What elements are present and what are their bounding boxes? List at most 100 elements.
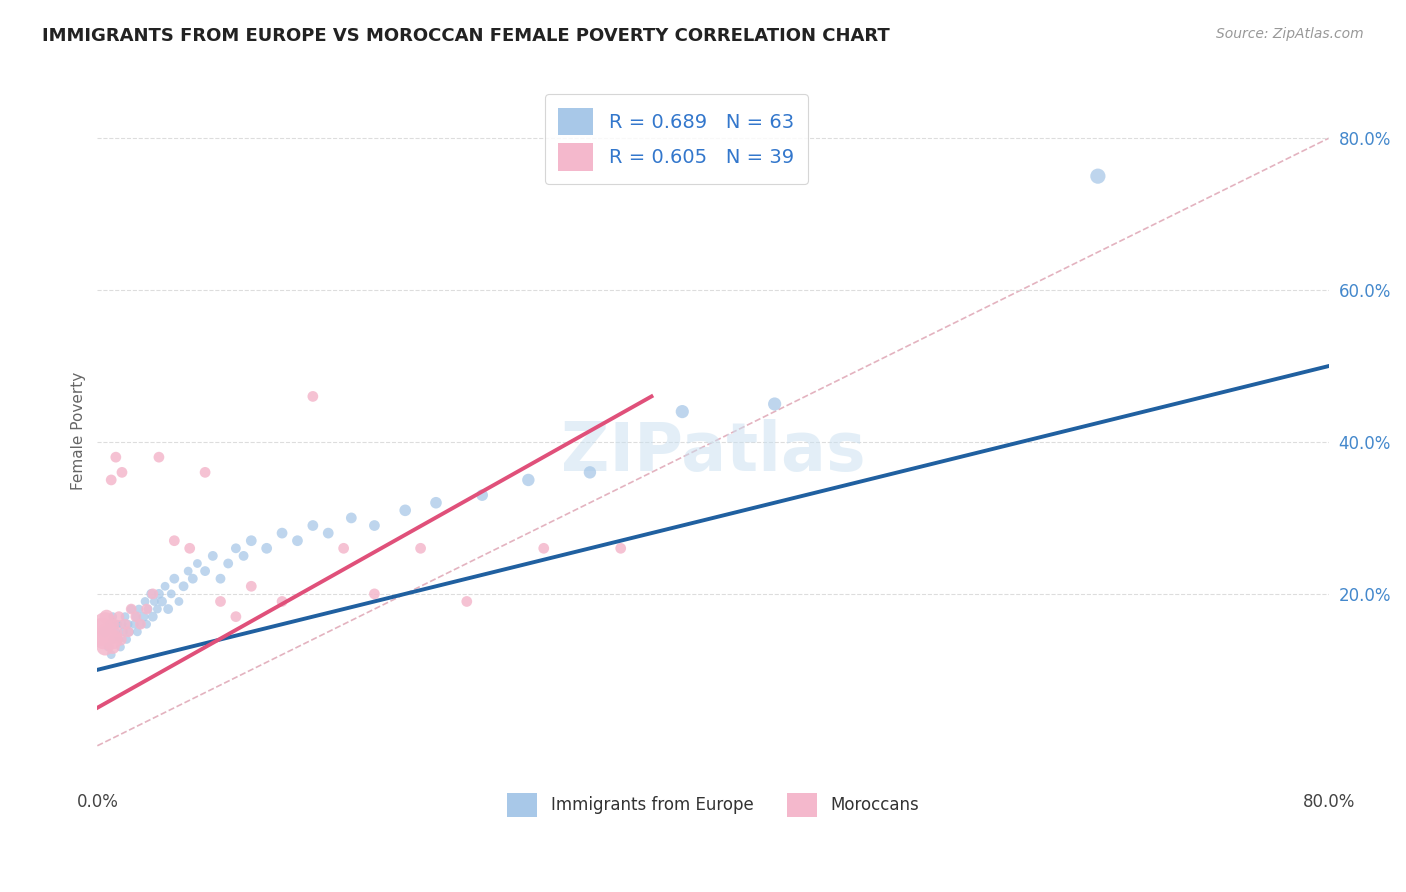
Point bbox=[217, 557, 239, 571]
Text: IMMIGRANTS FROM EUROPE VS MOROCCAN FEMALE POVERTY CORRELATION CHART: IMMIGRANTS FROM EUROPE VS MOROCCAN FEMAL… bbox=[42, 27, 890, 45]
Point bbox=[302, 518, 325, 533]
Point bbox=[98, 617, 121, 632]
Point bbox=[517, 473, 540, 487]
Point bbox=[111, 466, 134, 480]
Point bbox=[96, 609, 118, 624]
Point bbox=[100, 473, 122, 487]
Point bbox=[579, 466, 602, 480]
Point bbox=[101, 632, 124, 647]
Point bbox=[108, 632, 131, 647]
Point bbox=[209, 572, 232, 586]
Point bbox=[135, 602, 157, 616]
Point bbox=[332, 541, 354, 556]
Point bbox=[129, 617, 152, 632]
Point bbox=[148, 450, 170, 465]
Legend: Immigrants from Europe, Moroccans: Immigrants from Europe, Moroccans bbox=[499, 785, 927, 825]
Point bbox=[394, 503, 416, 517]
Point bbox=[141, 587, 163, 601]
Point bbox=[240, 579, 263, 593]
Point bbox=[425, 496, 447, 510]
Y-axis label: Female Poverty: Female Poverty bbox=[72, 371, 86, 490]
Point bbox=[111, 617, 134, 632]
Point bbox=[271, 526, 294, 541]
Point bbox=[120, 602, 142, 616]
Point bbox=[340, 511, 363, 525]
Point bbox=[104, 624, 127, 639]
Point bbox=[201, 549, 224, 563]
Point bbox=[132, 609, 155, 624]
Point bbox=[105, 617, 128, 632]
Point bbox=[225, 609, 247, 624]
Point bbox=[271, 594, 294, 608]
Point bbox=[136, 602, 159, 616]
Point bbox=[97, 640, 120, 654]
Point bbox=[609, 541, 631, 556]
Point bbox=[471, 488, 494, 502]
Point bbox=[96, 624, 118, 639]
Point bbox=[101, 640, 124, 654]
Point bbox=[100, 648, 122, 662]
Point bbox=[763, 397, 786, 411]
Point bbox=[194, 564, 217, 578]
Point bbox=[114, 617, 136, 632]
Point bbox=[671, 404, 693, 418]
Point bbox=[120, 602, 142, 616]
Point bbox=[179, 541, 201, 556]
Point bbox=[167, 594, 190, 608]
Point bbox=[97, 632, 120, 647]
Point bbox=[125, 609, 148, 624]
Point bbox=[240, 533, 263, 548]
Point bbox=[94, 617, 117, 632]
Point bbox=[232, 549, 254, 563]
Point bbox=[142, 587, 165, 601]
Point bbox=[108, 609, 131, 624]
Point bbox=[110, 632, 132, 647]
Point bbox=[302, 389, 325, 403]
Point bbox=[163, 572, 186, 586]
Point bbox=[186, 557, 208, 571]
Point bbox=[118, 624, 141, 639]
Point bbox=[117, 617, 139, 632]
Point bbox=[173, 579, 195, 593]
Point bbox=[181, 572, 204, 586]
Point bbox=[1087, 169, 1109, 183]
Point bbox=[456, 594, 478, 608]
Point bbox=[105, 624, 128, 639]
Point bbox=[104, 450, 127, 465]
Point bbox=[94, 640, 117, 654]
Point bbox=[150, 594, 173, 608]
Point bbox=[93, 632, 115, 647]
Point bbox=[363, 587, 385, 601]
Point bbox=[124, 617, 146, 632]
Point bbox=[177, 564, 200, 578]
Point bbox=[409, 541, 432, 556]
Point bbox=[148, 587, 170, 601]
Point bbox=[160, 587, 183, 601]
Point bbox=[256, 541, 278, 556]
Point bbox=[153, 579, 176, 593]
Point bbox=[114, 609, 136, 624]
Point bbox=[143, 594, 166, 608]
Text: ZIPatlas: ZIPatlas bbox=[561, 418, 865, 484]
Point bbox=[94, 624, 117, 639]
Point bbox=[194, 466, 217, 480]
Point bbox=[142, 609, 165, 624]
Point bbox=[134, 594, 156, 608]
Point bbox=[225, 541, 247, 556]
Point bbox=[101, 609, 124, 624]
Point bbox=[128, 602, 150, 616]
Point bbox=[115, 632, 138, 647]
Point bbox=[127, 624, 149, 639]
Point bbox=[209, 594, 232, 608]
Point bbox=[103, 617, 125, 632]
Point bbox=[101, 632, 124, 647]
Point bbox=[112, 624, 135, 639]
Point bbox=[316, 526, 339, 541]
Text: Source: ZipAtlas.com: Source: ZipAtlas.com bbox=[1216, 27, 1364, 41]
Point bbox=[125, 609, 148, 624]
Point bbox=[163, 533, 186, 548]
Point bbox=[533, 541, 555, 556]
Point bbox=[363, 518, 385, 533]
Point bbox=[157, 602, 180, 616]
Point bbox=[287, 533, 309, 548]
